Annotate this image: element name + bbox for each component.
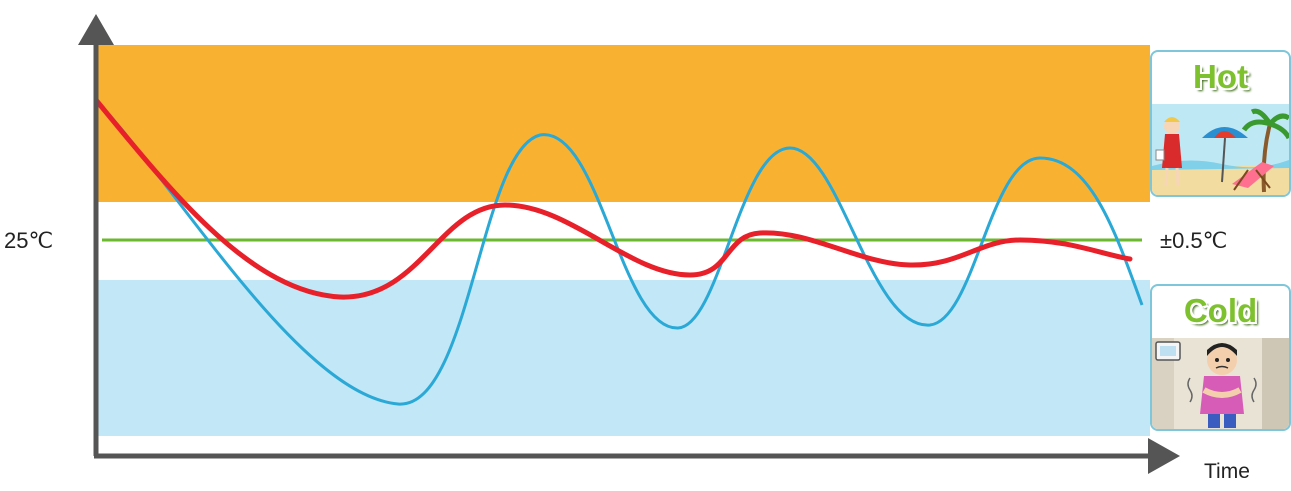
x-axis-arrow-icon — [1148, 438, 1180, 474]
hot-card: Hot — [1150, 50, 1291, 197]
cold-zone — [96, 280, 1150, 436]
y-axis-arrow-icon — [78, 14, 114, 45]
tolerance-label: ±0.5℃ — [1160, 228, 1228, 253]
x-axis-label: Time — [1204, 460, 1250, 483]
cold-card: Cold — [1150, 284, 1291, 431]
cold-card-title: Cold — [1183, 292, 1258, 329]
hot-zone — [96, 45, 1150, 202]
fluctuating-temperature-curve — [94, 98, 1144, 406]
beach-scene-icon — [1152, 104, 1289, 195]
stable-temperature-curve — [93, 97, 1133, 300]
reference-temperature-label: 25℃ — [4, 228, 54, 253]
hot-card-title: Hot — [1193, 58, 1248, 95]
shivering-person-icon — [1152, 338, 1289, 429]
